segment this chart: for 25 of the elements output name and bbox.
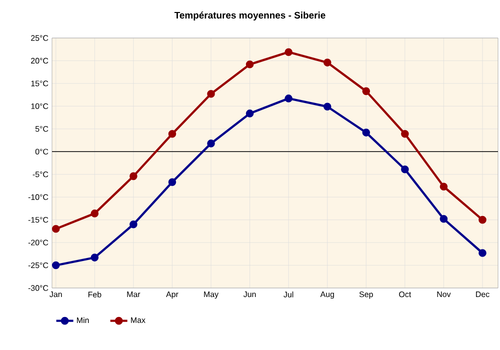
- point: [52, 261, 60, 270]
- point: [440, 215, 448, 223]
- point: [130, 172, 138, 180]
- chart-title: Températures moyennes - Siberie: [174, 12, 326, 20]
- point: [52, 225, 60, 233]
- point: [362, 128, 370, 136]
- point: [130, 220, 138, 228]
- point: [440, 182, 448, 191]
- point: [284, 48, 292, 56]
- point: [362, 87, 370, 96]
- point: [90, 210, 99, 218]
- point: [284, 94, 292, 102]
- point: [478, 249, 486, 257]
- point: [207, 90, 215, 98]
- point: [168, 178, 176, 186]
- point: [90, 254, 99, 262]
- point: [401, 165, 409, 174]
- point: [168, 130, 176, 138]
- point: [323, 58, 332, 66]
- point: [246, 110, 254, 118]
- point: [246, 60, 254, 68]
- point: [401, 130, 409, 138]
- point: [207, 140, 215, 148]
- point: [478, 216, 486, 224]
- point: [323, 102, 332, 111]
